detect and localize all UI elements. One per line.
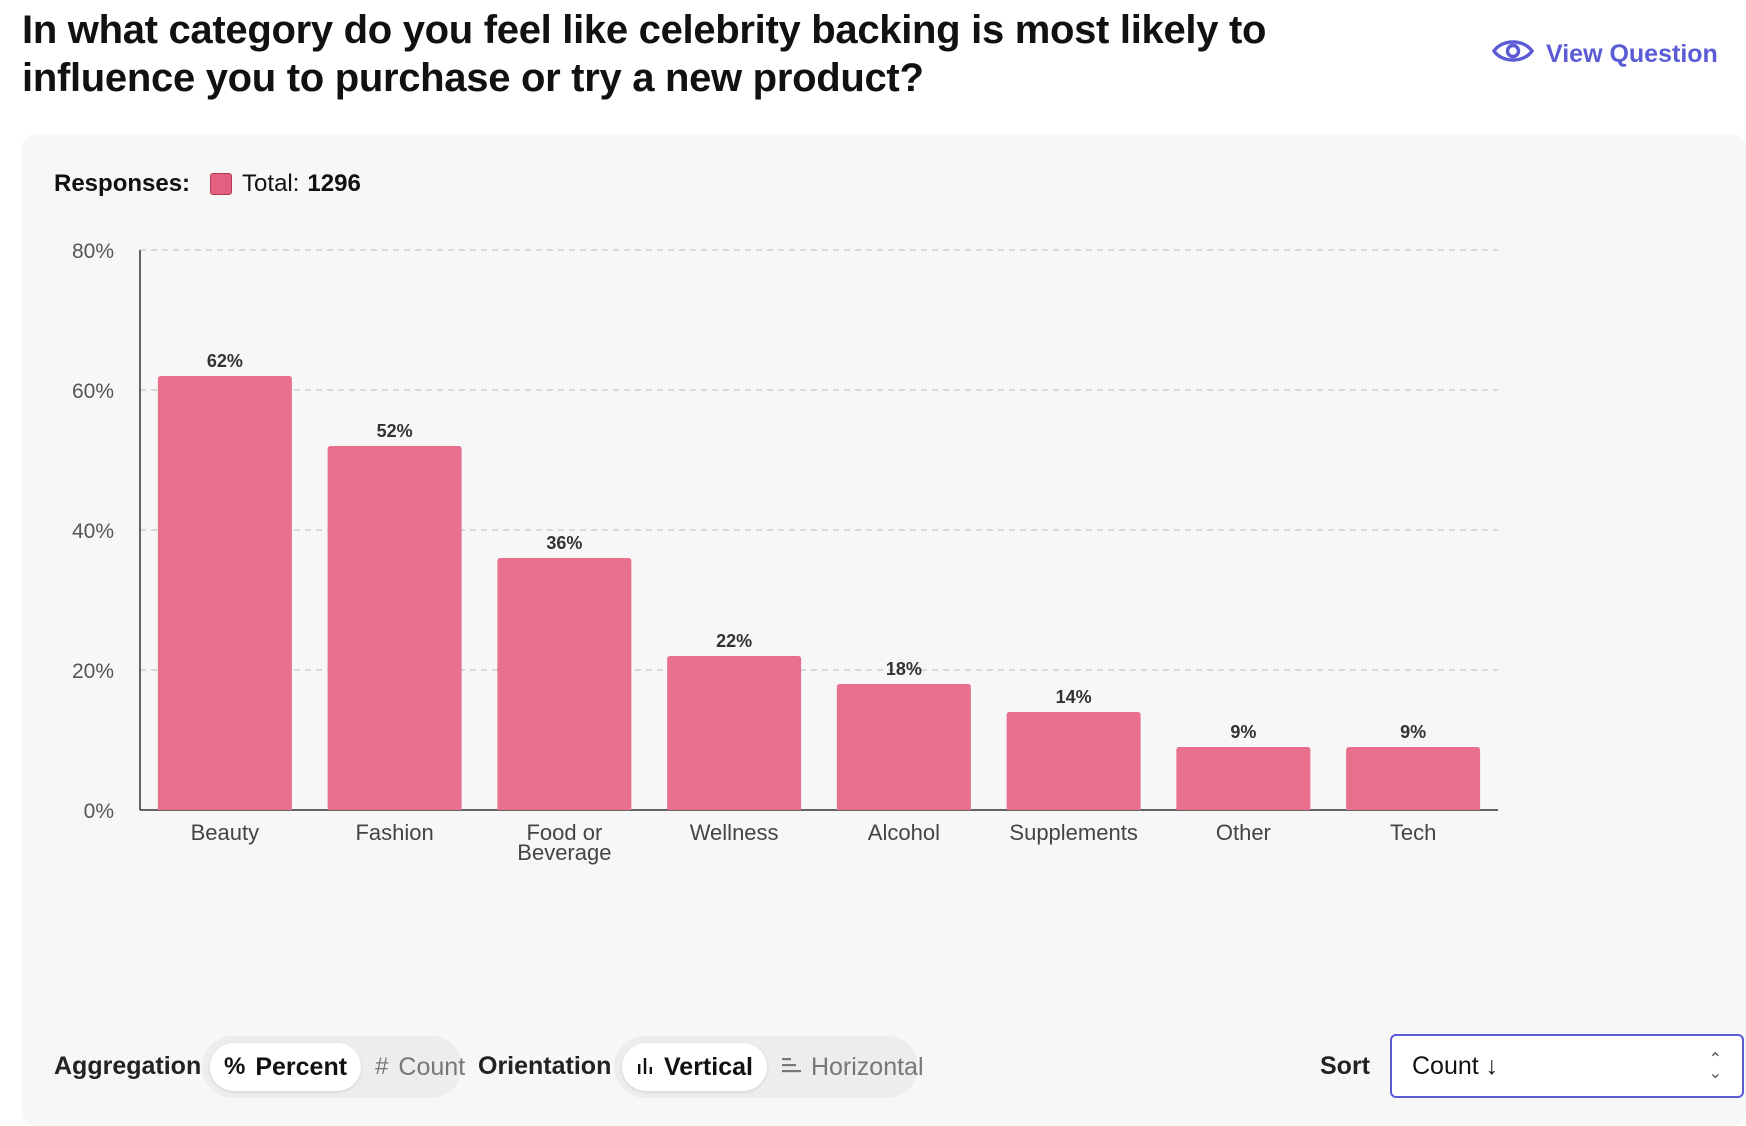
bar-chart: 0% 20% 40% 60% 80% 62% Beauty 52% Fashion 36% Food… [72,240,1498,865]
y-tick-label: 20% [72,660,114,683]
bar-chart-icon [636,1053,654,1081]
horizontal-bars-icon [781,1053,801,1081]
count-label: Count [398,1052,466,1081]
sort-value: Count ↓ [1412,1051,1499,1080]
aggregation-percent-option[interactable]: % Percent [210,1043,362,1091]
aggregation-label: Aggregation [54,1052,202,1080]
legend-swatch [210,173,233,195]
x-tick-label: Other [1216,820,1271,845]
x-tick-label: Supplements [1009,820,1137,845]
percent-icon: % [224,1053,246,1080]
chevron-updown-icon: ⌃ ⌄ [1708,1051,1722,1082]
bar-value-label: 18% [886,659,922,679]
aggregation-toggle: % Percent # Count [202,1036,465,1098]
view-question-label: View Question [1546,40,1718,68]
chart-controls: Aggregation % Percent # Count Orientatio… [54,1034,1744,1100]
sort-select[interactable]: Count ↓ ⌃ ⌄ [1390,1034,1744,1098]
sort-label: Sort [1320,1052,1370,1080]
x-tick-label: Tech [1390,820,1436,845]
y-tick-label: 40% [72,520,114,543]
bar [836,684,971,810]
legend-total-value: 1296 [307,170,361,197]
bar [1346,747,1481,810]
y-tick-label: 80% [72,240,114,263]
legend-total-label: Total: [242,170,300,197]
bar-value-label: 14% [1056,687,1092,707]
aggregation-count-option[interactable]: # Count [361,1043,479,1091]
bar [497,558,632,810]
y-tick-label: 0% [84,800,114,823]
bar-value-label: 9% [1400,722,1426,742]
horizontal-label: Horizontal [810,1052,924,1081]
orientation-label: Orientation [478,1052,612,1080]
legend-label: Responses: [54,170,191,197]
bar-value-label: 22% [716,631,752,651]
x-tick-label: Beverage [517,840,611,865]
vertical-label: Vertical [664,1052,753,1081]
bar-value-label: 62% [207,351,243,371]
bar-value-label: 9% [1230,722,1256,742]
page-title: In what category do you feel like celebr… [22,8,1267,100]
x-tick-label: Beauty [191,820,260,845]
orientation-horizontal-option[interactable]: Horizontal [767,1043,938,1091]
percent-label: Percent [255,1052,348,1081]
x-tick-label: Wellness [690,820,779,845]
bar [157,376,292,810]
hash-icon: # [375,1053,389,1080]
legend: Responses: Total: 1296 [54,170,361,198]
bar-value-label: 52% [377,421,413,441]
y-tick-label: 60% [72,380,114,403]
x-tick-label: Fashion [355,820,433,845]
bar-value-label: 36% [546,533,582,553]
x-tick-label: Alcohol [868,820,940,845]
orientation-vertical-option[interactable]: Vertical [622,1043,767,1091]
bar [327,446,462,810]
bar [667,656,802,810]
view-question-link[interactable]: View Question [1491,36,1718,73]
orientation-toggle: Vertical Horizontal [614,1036,924,1098]
bar [1006,712,1141,810]
bar [1176,747,1311,810]
chart-card: Responses: Total: 1296 0% 20% 40% 60% 80% 62%… [22,134,1746,1126]
eye-icon [1491,36,1535,73]
x-tick-label: Food or [526,820,602,845]
